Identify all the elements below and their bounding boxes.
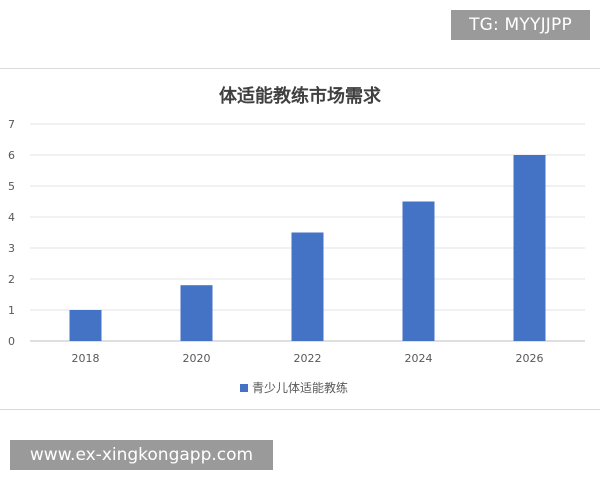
legend-label: 青少儿体适能教练 (252, 380, 348, 395)
bottom-watermark: www.ex-xingkongapp.com (10, 440, 273, 470)
x-tick-label: 2018 (72, 352, 100, 365)
legend-swatch (240, 384, 248, 392)
y-tick-label: 1 (8, 304, 15, 317)
bar-2018 (69, 310, 102, 341)
top-watermark: TG: MYYJJPP (451, 10, 590, 40)
y-tick-label: 6 (8, 149, 15, 162)
x-axis-ticks: 2018 2020 2022 2024 2026 (72, 352, 544, 365)
y-tick-label: 4 (8, 211, 15, 224)
chart-title: 体适能教练市场需求 (219, 85, 382, 107)
bar-2022 (291, 232, 324, 341)
y-tick-label: 2 (8, 273, 15, 286)
bar-2026 (513, 155, 546, 341)
bars (69, 155, 546, 341)
x-tick-label: 2024 (405, 352, 433, 365)
y-tick-label: 5 (8, 180, 15, 193)
x-tick-label: 2026 (516, 352, 544, 365)
legend: 青少儿体适能教练 (240, 380, 348, 395)
y-tick-label: 3 (8, 242, 15, 255)
y-axis-ticks: 0 1 2 3 4 5 6 7 (8, 118, 15, 348)
bar-2024 (402, 201, 435, 341)
bar-2020 (180, 285, 213, 341)
x-tick-label: 2020 (183, 352, 211, 365)
y-tick-label: 0 (8, 335, 15, 348)
y-tick-label: 7 (8, 118, 15, 131)
x-tick-label: 2022 (294, 352, 322, 365)
